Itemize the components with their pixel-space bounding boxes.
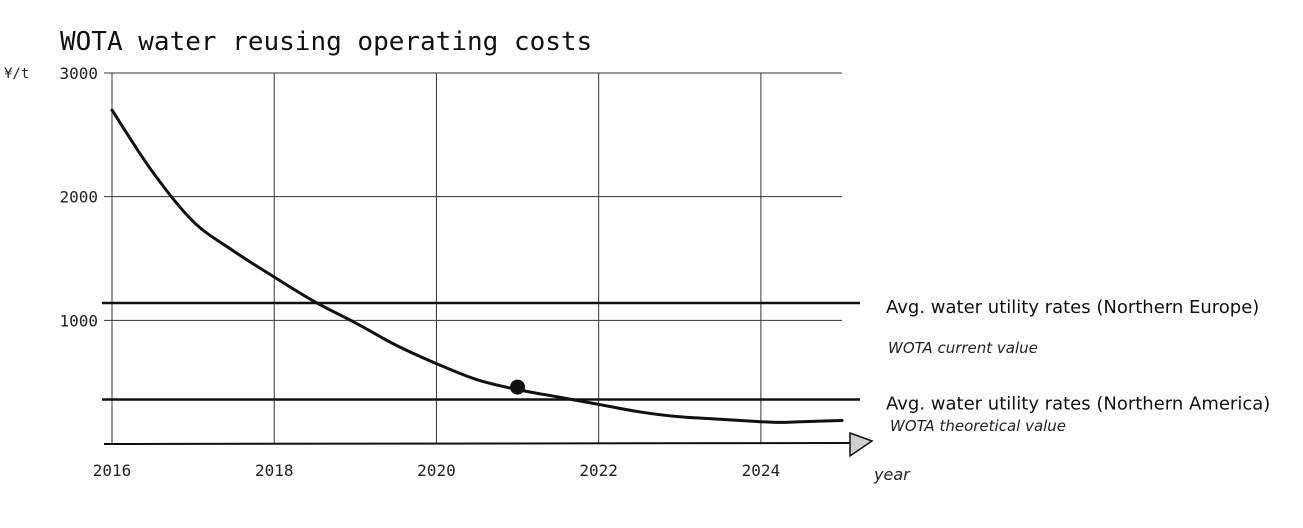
x-axis-arrow (849, 431, 874, 458)
ref-label-northern-america: Avg. water utility rates (Northern Ameri… (886, 393, 1270, 414)
tick-labels: 1000 2000 3000 2016 2018 2020 2022 2024 (59, 64, 780, 480)
x-tick-label: 2024 (742, 461, 781, 480)
grid-lines (104, 72, 842, 444)
x-tick-label: 2016 (93, 461, 132, 480)
series-line-wota-cost (110, 108, 844, 424)
annotation-current-value: WOTA current value (888, 339, 1038, 357)
ref-label-northern-europe: Avg. water utility rates (Northern Europ… (886, 297, 1259, 318)
x-tick-label: 2018 (255, 461, 294, 480)
x-tick-label: 2020 (417, 461, 456, 480)
x-tick-label: 2022 (579, 461, 618, 480)
chart-title: WOTA water reusing operating costs (60, 27, 592, 57)
annotation-theoretical-value: WOTA theoretical value (890, 417, 1066, 435)
y-tick-label: 3000 (59, 64, 98, 83)
x-axis-line (103, 442, 853, 445)
series-layer (110, 108, 844, 424)
y-tick-label: 2000 (59, 188, 98, 207)
x-axis-label: year (873, 465, 911, 484)
current-value-point (510, 379, 526, 395)
reference-lines: Avg. water utility rates (Northern Europ… (102, 297, 1270, 414)
y-tick-label: 1000 (59, 311, 98, 330)
y-axis-unit-label: ¥/t (4, 66, 29, 82)
